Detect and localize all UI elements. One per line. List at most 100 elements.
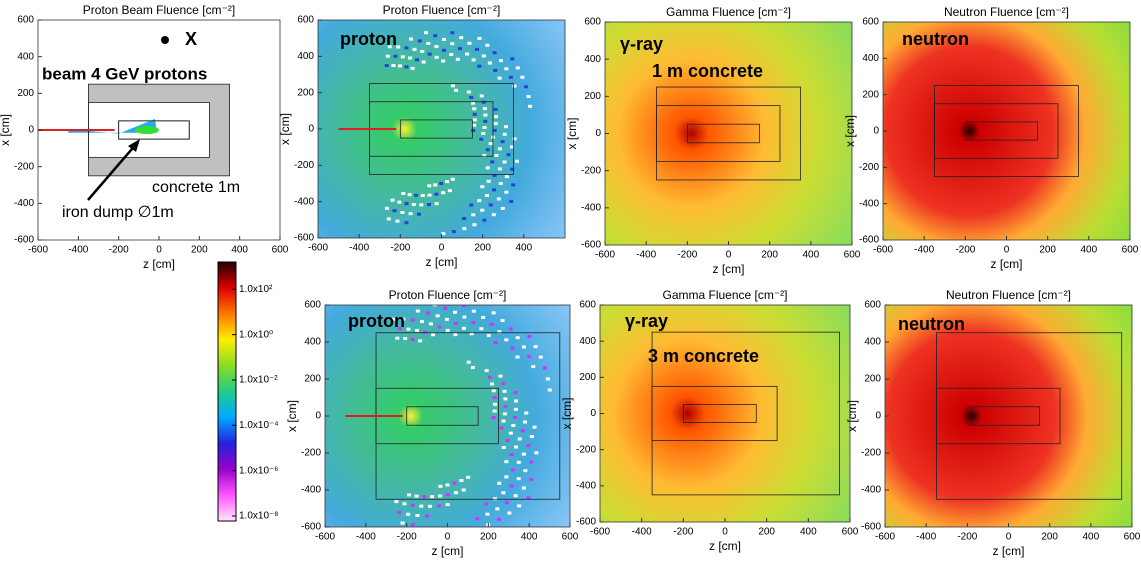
speckle bbox=[545, 377, 550, 381]
y-tick-label: -400 bbox=[859, 198, 879, 209]
annotation: proton bbox=[348, 311, 405, 331]
speckle bbox=[492, 188, 497, 192]
speckle bbox=[427, 52, 432, 56]
y-tick-label: -200 bbox=[301, 448, 321, 459]
speckle bbox=[472, 107, 477, 111]
speckle bbox=[497, 147, 502, 151]
y-tick-label: 0 bbox=[873, 126, 879, 137]
heatmap bbox=[600, 305, 850, 522]
dump-outline bbox=[686, 123, 760, 144]
x-tick-label: -200 bbox=[109, 245, 129, 256]
fluence-map bbox=[600, 305, 850, 522]
y-tick-label: -200 bbox=[294, 160, 314, 171]
speckle bbox=[404, 202, 409, 206]
speckle bbox=[437, 325, 442, 329]
speckle bbox=[492, 173, 497, 177]
speckle bbox=[462, 315, 467, 319]
y-tick-label: 0 bbox=[308, 124, 314, 135]
speckle bbox=[423, 31, 428, 35]
speckle bbox=[406, 512, 411, 516]
cavity-outline bbox=[934, 103, 1059, 159]
speckle bbox=[500, 140, 505, 144]
speckle bbox=[495, 507, 500, 511]
speckle bbox=[503, 397, 508, 401]
speckle bbox=[422, 495, 427, 499]
speckle bbox=[503, 404, 508, 408]
heatmap bbox=[883, 22, 1130, 240]
dump-outline bbox=[118, 120, 190, 140]
speckle bbox=[501, 446, 506, 450]
y-tick-label: 400 bbox=[862, 53, 879, 64]
colorbar-tick-label: 1.0x10⁻⁸ bbox=[239, 511, 279, 522]
panel-title: Proton Fluence [cm⁻²] bbox=[389, 288, 507, 302]
y-axis-label: x [cm] bbox=[845, 400, 859, 432]
speckle bbox=[472, 123, 477, 127]
y-axis-label: x [cm] bbox=[278, 113, 292, 145]
x-tick-label: 0 bbox=[445, 532, 451, 543]
dump-outline bbox=[682, 404, 757, 423]
speckle bbox=[443, 306, 448, 310]
y-axis-label: x [cm] bbox=[565, 118, 579, 150]
y-tick-label: -400 bbox=[576, 480, 596, 491]
y-axis-label: x [cm] bbox=[843, 115, 857, 147]
speckle bbox=[400, 521, 405, 525]
x-tick-label: 0 bbox=[722, 527, 728, 538]
x-tick-label: 600 bbox=[842, 527, 859, 538]
y-axis-label: x [cm] bbox=[285, 400, 299, 432]
y-tick-label: 400 bbox=[304, 337, 321, 348]
speckle bbox=[466, 360, 471, 364]
y-tick-label: 600 bbox=[584, 17, 601, 28]
speckle bbox=[471, 58, 476, 62]
speckle bbox=[455, 57, 460, 61]
speckle bbox=[396, 510, 401, 514]
speckle bbox=[504, 175, 509, 179]
annotation: X bbox=[185, 29, 197, 49]
speckle bbox=[517, 504, 522, 508]
speckle bbox=[416, 212, 421, 216]
x-tick-label: 200 bbox=[474, 243, 491, 254]
cavity-outline bbox=[656, 105, 781, 162]
speckle bbox=[516, 460, 521, 464]
x-tick-label: -400 bbox=[356, 532, 376, 543]
x-tick-label: -400 bbox=[632, 527, 652, 538]
x-tick-label: 0 bbox=[726, 250, 732, 261]
speckle bbox=[452, 481, 457, 485]
speckle bbox=[397, 327, 402, 331]
speckle bbox=[493, 107, 498, 111]
speckle bbox=[547, 388, 552, 392]
speckle bbox=[445, 503, 450, 507]
speckle bbox=[488, 203, 493, 207]
annotation: γ-ray bbox=[620, 34, 663, 54]
speckle bbox=[427, 243, 431, 246]
x-tick-label: 200 bbox=[1041, 532, 1058, 543]
annotation: neutron bbox=[898, 314, 965, 334]
x-tick-label: -600 bbox=[28, 245, 48, 256]
speckle bbox=[470, 101, 475, 105]
speckle bbox=[492, 409, 497, 413]
speckle bbox=[450, 42, 455, 46]
speckle bbox=[531, 365, 536, 369]
colorbar bbox=[217, 261, 237, 522]
speckle bbox=[511, 423, 516, 427]
arrow-head bbox=[128, 139, 140, 152]
speckle bbox=[509, 453, 514, 457]
annotation: neutron bbox=[902, 29, 969, 49]
x-tick-label: 600 bbox=[562, 532, 579, 543]
speckle bbox=[494, 115, 499, 119]
speckle bbox=[485, 43, 490, 47]
y-tick-label: 400 bbox=[579, 336, 596, 347]
x-tick-label: 400 bbox=[1082, 532, 1099, 543]
x-tick-label: 400 bbox=[802, 250, 819, 261]
panel-title: Proton Beam Fluence [cm⁻²] bbox=[83, 3, 235, 17]
y-tick-label: 600 bbox=[862, 17, 879, 28]
speckle bbox=[491, 213, 496, 217]
dump-outline bbox=[399, 119, 473, 139]
x-tick-label: -200 bbox=[955, 245, 975, 256]
speckle bbox=[433, 183, 438, 187]
speckle bbox=[442, 48, 447, 52]
speckle bbox=[481, 54, 486, 58]
speckle bbox=[501, 491, 506, 495]
speckle bbox=[471, 129, 476, 132]
speckle bbox=[483, 113, 488, 117]
speckle bbox=[521, 486, 526, 490]
